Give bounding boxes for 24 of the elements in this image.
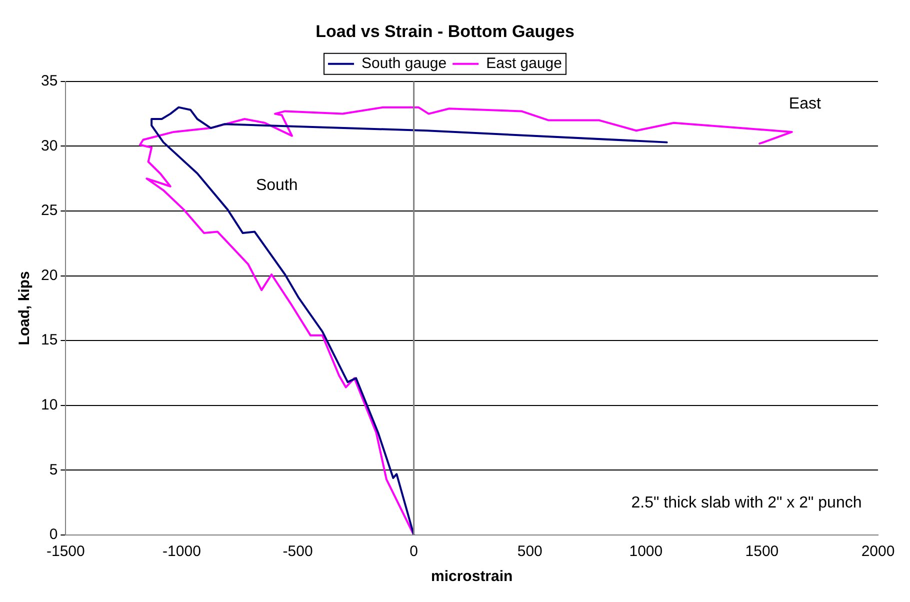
legend-label: East gauge xyxy=(486,55,562,72)
y-tick-label: 15 xyxy=(40,332,58,349)
x-tick-label: 2000 xyxy=(861,543,895,560)
annotation: South xyxy=(256,177,298,194)
y-tick-label: 20 xyxy=(40,266,58,284)
x-axis-title: microstrain xyxy=(430,568,513,586)
x-tick-label: 500 xyxy=(517,543,542,560)
annotation: East xyxy=(788,95,822,112)
x-tick-label: -1500 xyxy=(46,543,85,560)
y-tick-label: 25 xyxy=(40,202,58,220)
chart-title: Load vs Strain - Bottom Gauges xyxy=(316,22,574,41)
x-tick-label: -1000 xyxy=(162,543,201,560)
x-tick-label: -500 xyxy=(282,543,313,560)
y-axis-title: Load, kips xyxy=(16,271,34,346)
legend-label: South gauge xyxy=(362,55,447,72)
x-tick-label: 1500 xyxy=(745,543,779,560)
x-tick-label: 0 xyxy=(410,543,418,560)
annotation: 2.5" thick slab with 2" x 2" punch xyxy=(631,494,862,512)
y-tick-label: 0 xyxy=(49,526,58,544)
x-tick-label: 1000 xyxy=(629,543,663,560)
y-tick-label: 5 xyxy=(49,461,58,478)
y-tick-label: 30 xyxy=(40,137,58,154)
y-tick-label: 35 xyxy=(40,72,58,90)
y-tick-label: 10 xyxy=(40,396,58,414)
